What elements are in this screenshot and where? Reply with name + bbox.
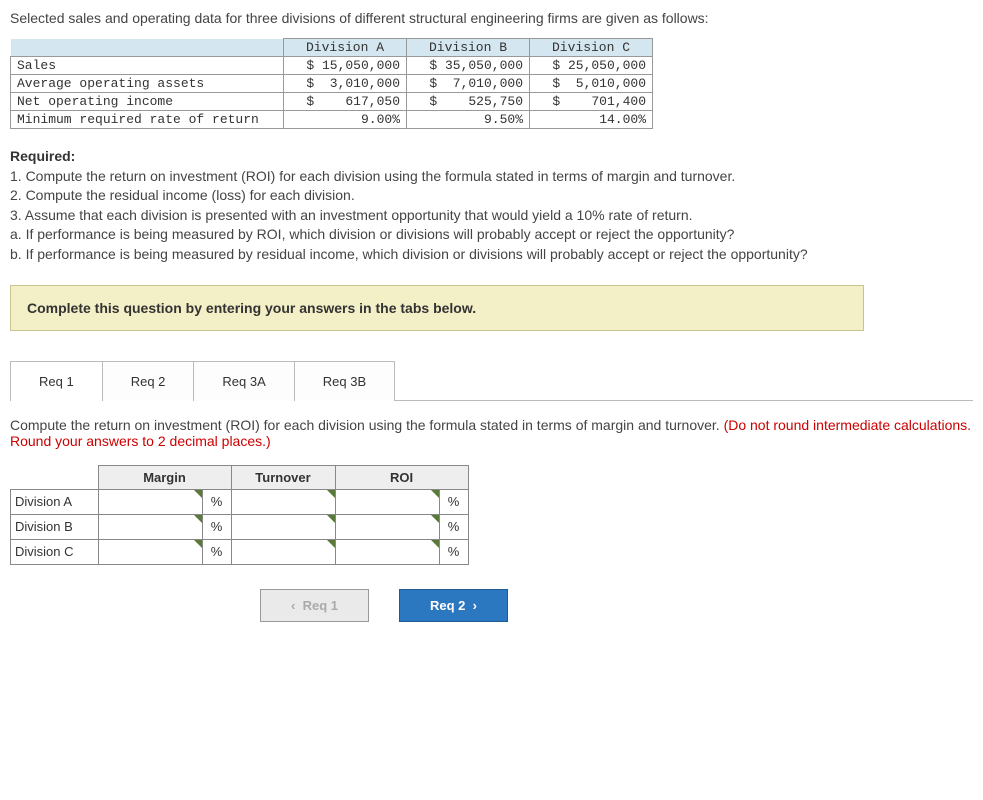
intro-text: Selected sales and operating data for th…	[10, 10, 973, 26]
roi-c-input[interactable]	[335, 539, 439, 564]
data-header-b: Division B	[407, 39, 530, 57]
margin-a-pct: %	[202, 489, 231, 514]
row-income-b: $ 525,750	[407, 93, 530, 111]
row-sales-c: $ 25,050,000	[530, 57, 653, 75]
row-assets-a: $ 3,010,000	[284, 75, 407, 93]
margin-b-input[interactable]	[98, 514, 202, 539]
tab-instruction-main: Compute the return on investment (ROI) f…	[10, 417, 724, 433]
instruction-box: Complete this question by entering your …	[10, 285, 864, 331]
required-line-1: 1. Compute the return on investment (ROI…	[10, 167, 973, 187]
chevron-right-icon: ›	[473, 598, 477, 613]
data-header-a: Division A	[284, 39, 407, 57]
row-sales-label: Sales	[11, 57, 284, 75]
data-table: Division A Division B Division C Sales $…	[10, 38, 653, 129]
required-block: Required: 1. Compute the return on inves…	[10, 147, 973, 265]
row-income-a: $ 617,050	[284, 93, 407, 111]
prev-button[interactable]: ‹ Req 1	[260, 589, 369, 622]
row-rate-label: Minimum required rate of return	[11, 111, 284, 129]
answer-row-b: Division B	[11, 514, 99, 539]
row-income-c: $ 701,400	[530, 93, 653, 111]
turnover-c-input[interactable]	[231, 539, 335, 564]
roi-c-pct: %	[439, 539, 468, 564]
row-assets-label: Average operating assets	[11, 75, 284, 93]
required-line-3: 3. Assume that each division is presente…	[10, 206, 973, 226]
required-line-3a: a. If performance is being measured by R…	[10, 225, 973, 245]
prev-label: Req 1	[303, 598, 338, 613]
row-assets-c: $ 5,010,000	[530, 75, 653, 93]
nav-row: ‹ Req 1 Req 2 ›	[260, 589, 973, 622]
roi-b-pct: %	[439, 514, 468, 539]
chevron-left-icon: ‹	[291, 598, 295, 613]
turnover-a-input[interactable]	[231, 489, 335, 514]
tabs-row: Req 1 Req 2 Req 3A Req 3B	[10, 361, 973, 401]
answer-row-a: Division A	[11, 489, 99, 514]
row-income-label: Net operating income	[11, 93, 284, 111]
row-rate-c: 14.00%	[530, 111, 653, 129]
tab-req2[interactable]: Req 2	[102, 361, 195, 401]
row-rate-b: 9.50%	[407, 111, 530, 129]
required-line-3b: b. If performance is being measured by r…	[10, 245, 973, 265]
margin-c-pct: %	[202, 539, 231, 564]
tab-req3b[interactable]: Req 3B	[294, 361, 395, 401]
data-header-blank	[11, 39, 284, 57]
answer-col-turnover: Turnover	[231, 465, 335, 489]
next-button[interactable]: Req 2 ›	[399, 589, 508, 622]
tab-instruction: Compute the return on investment (ROI) f…	[10, 417, 973, 449]
required-header: Required:	[10, 147, 973, 167]
tab-req3a[interactable]: Req 3A	[193, 361, 294, 401]
margin-a-input[interactable]	[98, 489, 202, 514]
roi-a-pct: %	[439, 489, 468, 514]
data-header-c: Division C	[530, 39, 653, 57]
answer-row-c: Division C	[11, 539, 99, 564]
next-label: Req 2	[430, 598, 465, 613]
margin-c-input[interactable]	[98, 539, 202, 564]
required-line-2: 2. Compute the residual income (loss) fo…	[10, 186, 973, 206]
row-sales-b: $ 35,050,000	[407, 57, 530, 75]
row-sales-a: $ 15,050,000	[284, 57, 407, 75]
answer-blank-header	[11, 465, 99, 489]
row-assets-b: $ 7,010,000	[407, 75, 530, 93]
answer-col-margin: Margin	[98, 465, 231, 489]
turnover-b-input[interactable]	[231, 514, 335, 539]
margin-b-pct: %	[202, 514, 231, 539]
roi-a-input[interactable]	[335, 489, 439, 514]
roi-b-input[interactable]	[335, 514, 439, 539]
tab-req1[interactable]: Req 1	[10, 361, 103, 401]
answer-table: Margin Turnover ROI Division A % % Divis…	[10, 465, 469, 565]
row-rate-a: 9.00%	[284, 111, 407, 129]
answer-col-roi: ROI	[335, 465, 468, 489]
